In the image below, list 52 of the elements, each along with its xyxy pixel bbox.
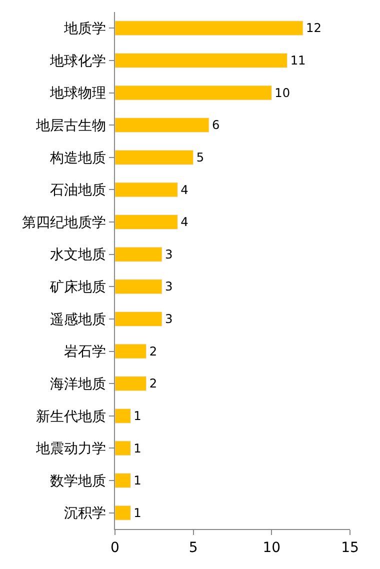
y-tick-label: 海洋地质 <box>50 376 106 392</box>
bar <box>115 118 210 133</box>
y-tick-label: 遥感地质 <box>50 312 106 328</box>
data-label: 1 <box>134 474 142 488</box>
data-label: 3 <box>164 312 173 326</box>
bar <box>115 344 147 359</box>
y-tick-label: 水文地质 <box>50 247 106 264</box>
data-label: 10 <box>274 86 290 100</box>
data-label: 1 <box>134 408 142 423</box>
bar <box>115 279 162 294</box>
bar <box>115 505 131 520</box>
bar <box>115 376 147 392</box>
data-label: 6 <box>212 118 220 132</box>
x-tick-label: 0 <box>110 540 120 556</box>
y-tick-label: 第四纪地质学 <box>22 214 106 231</box>
y-tick-label: 地震动力学 <box>35 441 106 458</box>
y-tick-label: 新生代地质 <box>36 408 106 425</box>
data-label: 11 <box>290 54 306 68</box>
data-label: 4 <box>180 215 189 230</box>
y-tick-label: 数学地质 <box>50 473 106 490</box>
bar <box>115 246 162 262</box>
data-label: 3 <box>164 247 173 262</box>
y-tick-label: 地球化学 <box>49 53 106 70</box>
x-tick-label: 5 <box>188 540 198 556</box>
bar <box>115 52 288 68</box>
bar <box>115 473 131 488</box>
bar <box>115 20 304 36</box>
bar <box>115 214 178 230</box>
data-label: 4 <box>180 182 189 197</box>
data-label: 1 <box>134 506 142 520</box>
data-label: 3 <box>164 280 173 294</box>
bar <box>115 440 131 456</box>
bar <box>115 408 131 424</box>
data-label: 2 <box>149 376 158 391</box>
bar <box>115 182 178 198</box>
data-label: 12 <box>306 21 322 36</box>
y-tick-label: 构造地质 <box>49 150 106 166</box>
y-tick-label: 地球物理 <box>49 86 106 102</box>
data-label: 5 <box>196 150 204 164</box>
x-tick-label: 15 <box>341 540 359 556</box>
bar <box>115 311 162 326</box>
bar <box>115 150 194 165</box>
y-tick-label: 石油地质 <box>50 182 106 199</box>
data-label: 1 <box>134 441 142 456</box>
y-tick-label: 沉积学 <box>64 506 106 522</box>
y-tick-label: 地质学 <box>63 21 106 38</box>
bar <box>115 85 272 100</box>
y-tick-label: 矿床地质 <box>49 280 106 296</box>
y-tick-label: 地层古生物 <box>35 118 106 134</box>
x-tick-label: 10 <box>262 540 281 556</box>
y-tick-label: 岩石学 <box>64 344 106 360</box>
data-label: 2 <box>149 344 158 358</box>
